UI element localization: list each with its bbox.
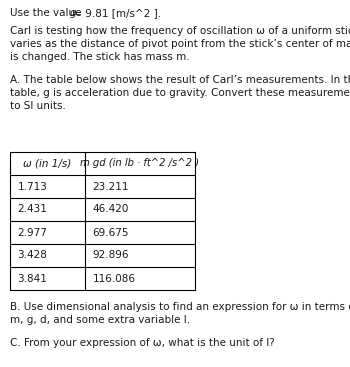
Text: 69.675: 69.675 <box>92 228 129 237</box>
Text: C. From your expression of ω, what is the unit of I?: C. From your expression of ω, what is th… <box>10 338 275 348</box>
Text: 46.420: 46.420 <box>92 204 129 214</box>
Text: 3.841: 3.841 <box>18 273 47 283</box>
Text: 3.428: 3.428 <box>18 251 47 261</box>
Text: to SI units.: to SI units. <box>10 101 66 111</box>
Text: varies as the distance of pivot point from the stick’s center of mass d: varies as the distance of pivot point fr… <box>10 39 350 49</box>
Text: 23.211: 23.211 <box>92 182 129 192</box>
Text: 92.896: 92.896 <box>92 251 129 261</box>
Text: g: g <box>70 8 77 18</box>
Text: is changed. The stick has mass m.: is changed. The stick has mass m. <box>10 52 190 62</box>
Text: m gd (in lb · ft^2 /s^2 ): m gd (in lb · ft^2 /s^2 ) <box>80 159 200 168</box>
Text: B. Use dimensional analysis to find an expression for ω in terms of: B. Use dimensional analysis to find an e… <box>10 302 350 312</box>
Text: Carl is testing how the frequency of oscillation ω of a uniform stick: Carl is testing how the frequency of osc… <box>10 26 350 36</box>
Text: 2.431: 2.431 <box>18 204 47 214</box>
Text: 1.713: 1.713 <box>18 182 47 192</box>
Text: table, g is acceleration due to gravity. Convert these measurements: table, g is acceleration due to gravity.… <box>10 88 350 98</box>
Text: A. The table below shows the result of Carl’s measurements. In the: A. The table below shows the result of C… <box>10 75 350 85</box>
Text: 2.977: 2.977 <box>18 228 47 237</box>
Text: 116.086: 116.086 <box>92 273 135 283</box>
Text: Use the value: Use the value <box>10 8 85 18</box>
Text: = 9.81 [m/s^2 ].: = 9.81 [m/s^2 ]. <box>70 8 161 18</box>
Text: m, g, d, and some extra variable I.: m, g, d, and some extra variable I. <box>10 315 190 325</box>
Text: ω (in 1/s): ω (in 1/s) <box>23 159 72 168</box>
